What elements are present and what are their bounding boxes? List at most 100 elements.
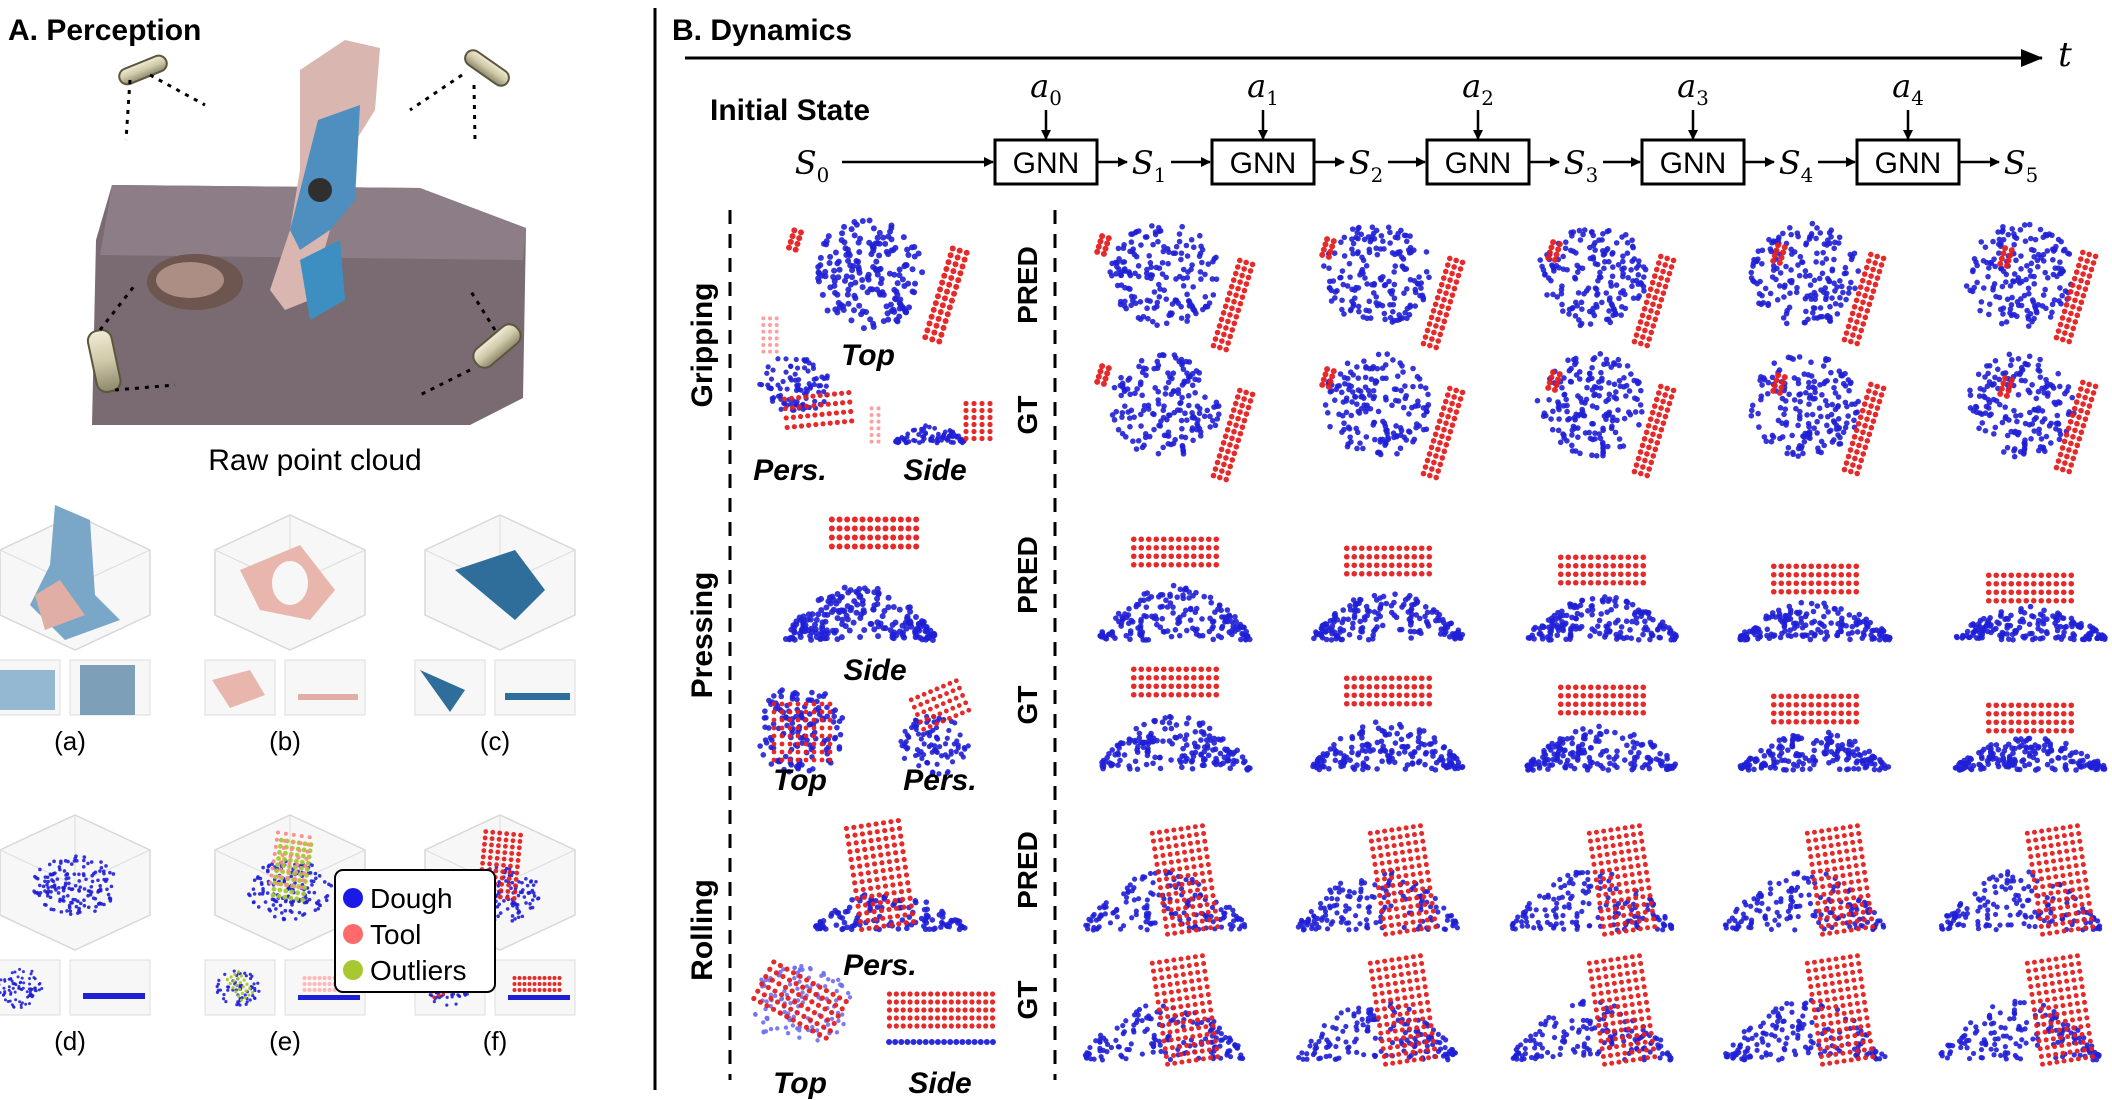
panel-a: A. Perception (0, 14, 576, 1056)
subplot-c: (c) (414, 514, 576, 756)
camera-icon (86, 284, 176, 393)
subplot-caption: (d) (54, 1026, 86, 1056)
camera-icon (409, 49, 510, 141)
gnn-label: GNN (1230, 147, 1297, 180)
prediction-cell (1094, 223, 1256, 353)
prediction-cell (1319, 224, 1466, 351)
gnn-block: GNN (1210, 138, 1316, 186)
subplot-caption: (e) (269, 1026, 301, 1056)
input-views (757, 217, 993, 446)
gnn-block: GNN (1640, 138, 1746, 186)
gnn-block: GNN (1855, 138, 1961, 186)
subplot-caption: (a) (54, 726, 86, 756)
task-gripping: Gripping PRED GT Top Pers. Side (686, 217, 2099, 487)
camera-icon (118, 54, 206, 141)
prediction-cell (1509, 823, 1675, 937)
prediction-cell (1537, 227, 1677, 349)
task-pressing: Pressing PRED GT Side Top Pers. (686, 516, 2108, 797)
view-label: Side (903, 454, 966, 487)
prediction-cell (1311, 545, 1466, 643)
input-views (751, 817, 996, 1045)
view-label: Side (843, 654, 906, 687)
prediction-cell (1748, 220, 1887, 347)
prediction-cell (1748, 354, 1887, 477)
camera-icon (419, 289, 522, 397)
gnn-label: GNN (1875, 147, 1942, 180)
prediction-cell (1963, 221, 2099, 345)
state-label: S5 (2004, 144, 2039, 187)
legend-label: Tool (370, 919, 421, 950)
subplot-caption: (f) (483, 1026, 508, 1056)
legend-swatch (343, 888, 363, 908)
prediction-cell (1952, 702, 2108, 773)
initial-state-label: Initial State (710, 94, 870, 127)
state-label: S4 (1779, 144, 1814, 187)
state-label: S2 (1349, 144, 1384, 187)
panel-b-title: B. Dynamics (672, 14, 852, 47)
prediction-cell (1938, 953, 2102, 1067)
legend-label: Outliers (370, 955, 466, 986)
task-rolling: Rolling PRED GT Pers. Top Side (686, 817, 2103, 1100)
prediction-cell (1319, 351, 1466, 481)
view-label: Side (908, 1067, 971, 1100)
row-label: GT (1012, 686, 1043, 725)
row-label: PRED (1012, 536, 1043, 614)
gnn-label: GNN (1013, 147, 1080, 180)
raw-point-cloud-image (92, 40, 526, 425)
action-label: a4 (1892, 67, 1924, 110)
prediction-cell (1094, 351, 1256, 483)
view-label: Pers. (843, 949, 916, 982)
view-label: Pers. (753, 454, 826, 487)
prediction-cell (1723, 953, 1888, 1067)
view-label: Top (773, 764, 827, 797)
row-label: PRED (1012, 831, 1043, 909)
state-label: S1 (1132, 144, 1167, 187)
gnn-label: GNN (1445, 147, 1512, 180)
prediction-cell (1524, 684, 1679, 773)
view-label: Pers. (903, 764, 976, 797)
row-label: PRED (1012, 246, 1043, 324)
subplot-e: (e) (204, 814, 366, 1056)
prediction-cell (1722, 823, 1887, 937)
gnn-label: GNN (1660, 147, 1727, 180)
input-views (757, 516, 972, 778)
panel-b: B. Dynamics t Initial State S0 GNN a0 S1 GNN… (672, 14, 2108, 1100)
prediction-cell (1967, 351, 2099, 475)
time-label: t (2058, 35, 2072, 75)
prediction-cell (1737, 693, 1892, 773)
prediction-cell (1534, 351, 1677, 479)
prediction-cell (1310, 675, 1466, 773)
action-label: a2 (1462, 67, 1494, 110)
legend-swatch (343, 960, 363, 980)
view-label: Top (841, 339, 895, 372)
legend-label: Dough (370, 883, 453, 914)
prediction-cell (1097, 536, 1253, 643)
view-label: Top (773, 1067, 827, 1100)
prediction-cell (1082, 953, 1246, 1067)
prediction-cell (1296, 953, 1458, 1067)
state-label: S3 (1564, 144, 1599, 187)
task-label: Gripping (686, 283, 719, 408)
prediction-cell (1295, 823, 1460, 937)
state-label: S0 (795, 144, 830, 187)
prediction-cell (1083, 823, 1248, 937)
task-label: Pressing (686, 572, 719, 699)
task-label: Rolling (686, 879, 719, 981)
action-label: a0 (1030, 67, 1062, 110)
subplot-caption: (b) (269, 726, 301, 756)
row-label: GT (1012, 396, 1043, 435)
subplot-b: (b) (204, 514, 366, 756)
prediction-cell (1510, 953, 1674, 1067)
subplot-d: (d) (0, 814, 151, 1056)
action-label: a3 (1677, 67, 1709, 110)
subplot-a: (a) (0, 505, 151, 756)
subplot-f: (f) (414, 814, 576, 1056)
prediction-cell (1953, 572, 2108, 643)
panel-a-title: A. Perception (8, 14, 201, 47)
legend-swatch (343, 924, 363, 944)
gnn-block: GNN (993, 138, 1099, 186)
prediction-cell (1938, 823, 2103, 937)
row-label: GT (1012, 981, 1043, 1020)
legend: Dough Tool Outliers (334, 869, 496, 993)
gnn-block: GNN (1425, 138, 1531, 186)
